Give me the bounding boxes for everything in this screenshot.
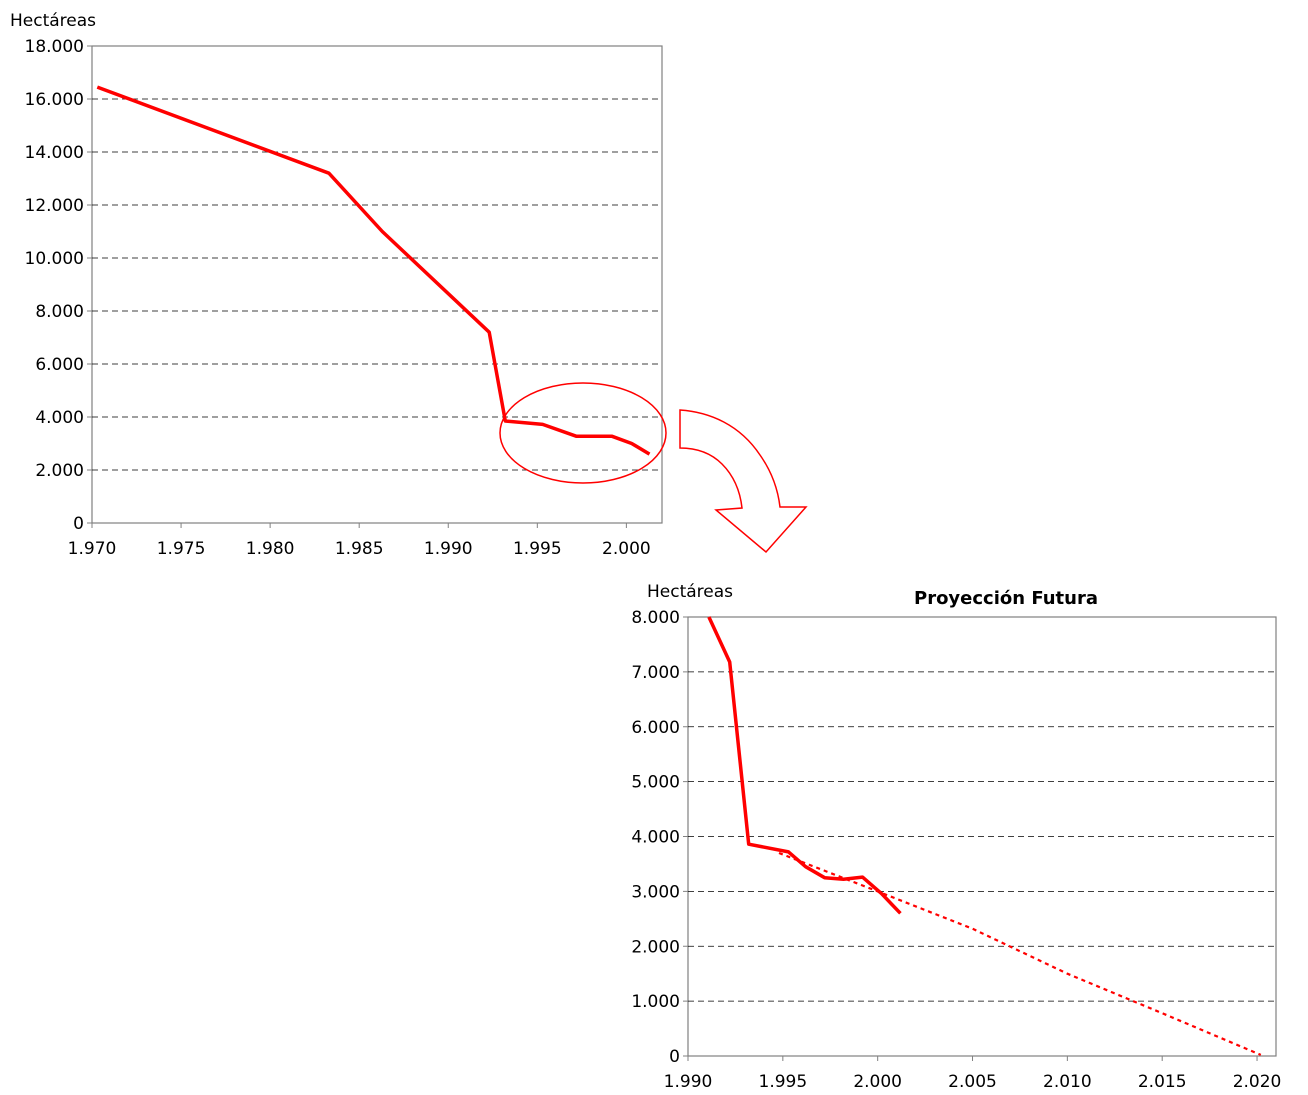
y-tick-label: 2.000 bbox=[35, 461, 84, 481]
x-tick-label: 1.995 bbox=[513, 539, 562, 559]
x-tick-label: 2.010 bbox=[1043, 1072, 1092, 1092]
y-tick-label: 0 bbox=[73, 514, 84, 534]
chart2-title: Proyección Futura bbox=[914, 588, 1098, 609]
y-tick-label: 4.000 bbox=[35, 408, 84, 428]
x-tick-label: 1.990 bbox=[424, 539, 473, 559]
historical-area-chart: Hectáreas 0 2.000 4.000 6.000 8.000 10.000 12.… bbox=[10, 11, 667, 559]
chart1-x-ticks: 1.970 1.975 1.980 1.985 1.990 1.995 2.000 bbox=[68, 523, 651, 559]
y-tick-label: 2.000 bbox=[631, 937, 680, 957]
x-tick-label: 1.985 bbox=[335, 539, 384, 559]
future-projection-chart: Hectáreas Proyección Futura 0 1.000 2.000 3… bbox=[631, 582, 1281, 1092]
x-tick-label: 2.020 bbox=[1233, 1072, 1282, 1092]
x-tick-label: 2.005 bbox=[948, 1072, 997, 1092]
y-tick-label: 10.000 bbox=[25, 249, 84, 269]
chart2-x-ticks: 1.990 1.995 2.000 2.005 2.010 2.015 2.020 bbox=[664, 1056, 1282, 1092]
y-tick-label: 4.000 bbox=[631, 828, 680, 848]
y-tick-label: 0 bbox=[669, 1047, 680, 1067]
x-tick-label: 1.980 bbox=[246, 539, 295, 559]
y-tick-label: 3.000 bbox=[631, 882, 680, 902]
chart2-y-ticks: 0 1.000 2.000 3.000 4.000 5.000 6.000 7.000 8.00… bbox=[631, 608, 688, 1067]
area-series-line bbox=[96, 85, 651, 456]
projection-trend-line bbox=[778, 851, 1262, 1056]
x-tick-label: 1.995 bbox=[759, 1072, 808, 1092]
chart1-y-axis-label: Hectáreas bbox=[10, 11, 96, 31]
area-series-line bbox=[707, 616, 902, 915]
x-tick-label: 2.000 bbox=[853, 1072, 902, 1092]
y-tick-label: 5.000 bbox=[631, 773, 680, 793]
y-tick-label: 6.000 bbox=[631, 718, 680, 738]
y-tick-label: 12.000 bbox=[25, 196, 84, 216]
x-tick-label: 2.015 bbox=[1138, 1072, 1187, 1092]
chart1-plot-area bbox=[91, 45, 663, 524]
y-tick-label: 6.000 bbox=[35, 355, 84, 375]
chart1-gridlines bbox=[92, 98, 662, 471]
chart2-series bbox=[707, 616, 1262, 1056]
curved-arrow-icon bbox=[679, 409, 808, 554]
x-tick-label: 1.970 bbox=[68, 539, 117, 559]
y-tick-label: 18.000 bbox=[25, 37, 84, 57]
y-tick-label: 16.000 bbox=[25, 90, 84, 110]
zoom-highlight-ellipse bbox=[499, 382, 667, 484]
chart1-series bbox=[96, 85, 651, 456]
y-tick-label: 7.000 bbox=[631, 663, 680, 683]
chart1-y-ticks: 0 2.000 4.000 6.000 8.000 10.000 12.000 14.000 1… bbox=[25, 37, 92, 534]
x-tick-label: 1.990 bbox=[664, 1072, 713, 1092]
y-tick-label: 1.000 bbox=[631, 992, 680, 1012]
x-tick-label: 1.975 bbox=[157, 539, 206, 559]
chart2-gridlines bbox=[688, 671, 1276, 1002]
y-tick-label: 14.000 bbox=[25, 143, 84, 163]
x-tick-label: 2.000 bbox=[602, 539, 651, 559]
chart2-y-axis-label: Hectáreas bbox=[647, 582, 733, 602]
y-tick-label: 8.000 bbox=[35, 302, 84, 322]
y-tick-label: 8.000 bbox=[631, 608, 680, 628]
